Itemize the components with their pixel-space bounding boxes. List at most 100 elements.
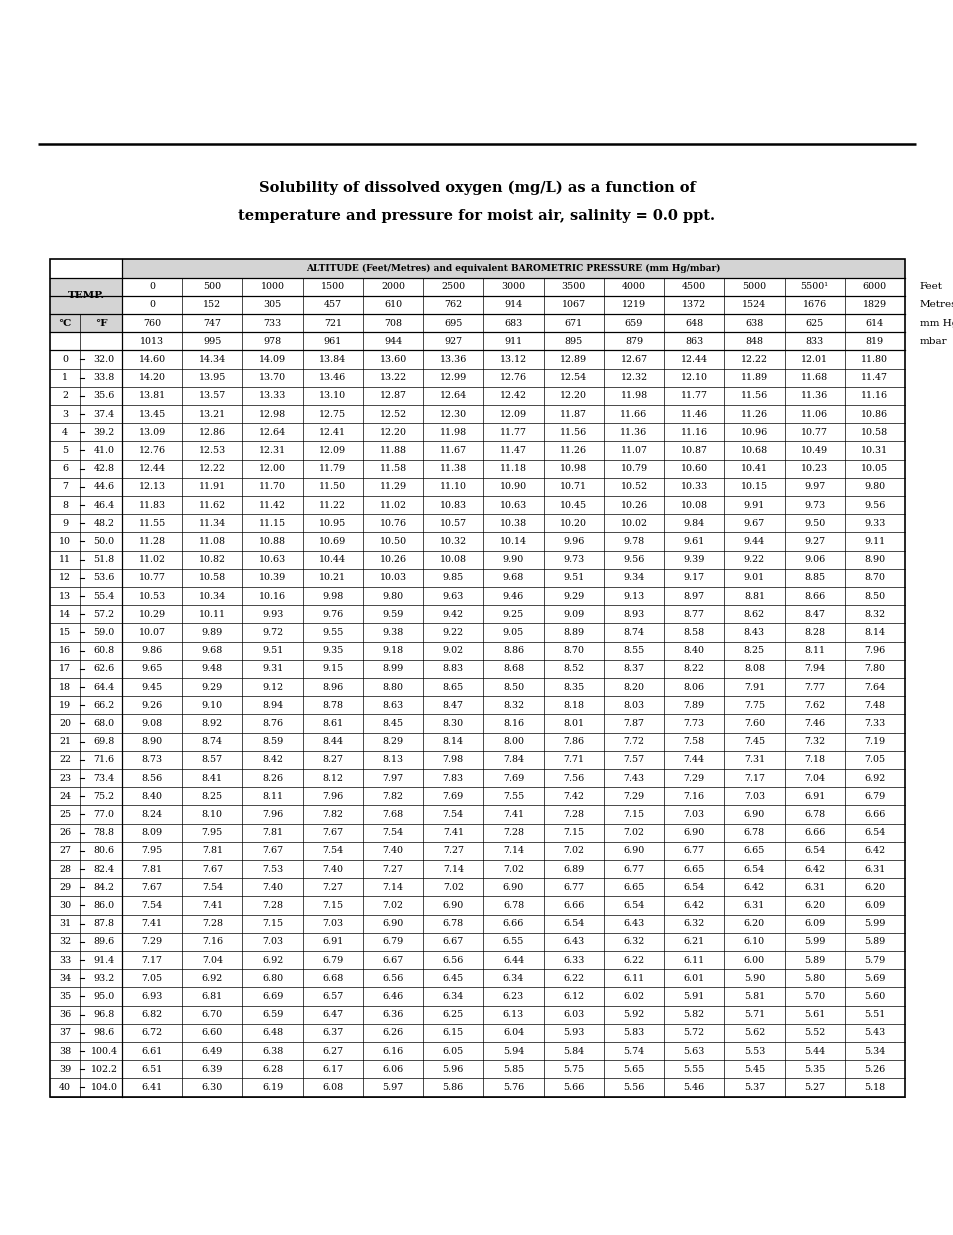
Text: 12.31: 12.31: [259, 446, 286, 454]
Text: 6.46: 6.46: [382, 992, 403, 1000]
Text: 0: 0: [62, 354, 68, 364]
Text: 6.54: 6.54: [743, 864, 764, 873]
Text: 10.20: 10.20: [559, 519, 587, 527]
Text: 7: 7: [62, 483, 68, 492]
Text: 8.97: 8.97: [683, 592, 704, 600]
Text: 961: 961: [323, 337, 341, 346]
Text: 11.02: 11.02: [138, 556, 166, 564]
Text: 10.58: 10.58: [861, 427, 887, 437]
Text: 6.49: 6.49: [201, 1046, 223, 1056]
Text: Metres: Metres: [919, 300, 953, 309]
Text: 638: 638: [744, 319, 762, 327]
Text: 33: 33: [59, 956, 71, 965]
Text: 96.8: 96.8: [93, 1010, 114, 1019]
Text: 5.70: 5.70: [803, 992, 824, 1000]
Text: 6.90: 6.90: [382, 919, 403, 929]
Text: 927: 927: [444, 337, 462, 346]
Text: 10.08: 10.08: [439, 556, 466, 564]
Text: 64.4: 64.4: [93, 683, 114, 692]
Text: 15: 15: [59, 627, 71, 637]
Text: 5.34: 5.34: [863, 1046, 884, 1056]
Text: 71.6: 71.6: [93, 756, 114, 764]
Text: 6.67: 6.67: [382, 956, 403, 965]
Text: 6.66: 6.66: [502, 919, 523, 929]
Text: 7.80: 7.80: [863, 664, 884, 673]
Text: 2500: 2500: [440, 282, 465, 291]
Text: 9.89: 9.89: [201, 627, 223, 637]
Text: 6.19: 6.19: [262, 1083, 283, 1092]
Text: 13.84: 13.84: [319, 354, 346, 364]
Text: 8.59: 8.59: [262, 737, 283, 746]
Text: 11.87: 11.87: [559, 410, 587, 419]
Text: 11.68: 11.68: [801, 373, 827, 382]
Text: 16: 16: [59, 646, 71, 655]
Text: 6.20: 6.20: [743, 919, 764, 929]
Text: 13.81: 13.81: [138, 391, 166, 400]
Text: 9.29: 9.29: [201, 683, 223, 692]
Text: 11.15: 11.15: [259, 519, 286, 527]
Text: 12.41: 12.41: [319, 427, 346, 437]
Text: 7.04: 7.04: [202, 956, 223, 965]
Text: 6.22: 6.22: [622, 956, 644, 965]
Text: 7.33: 7.33: [863, 719, 884, 727]
Text: 6.33: 6.33: [562, 956, 584, 965]
Text: TEMP.: TEMP.: [68, 291, 105, 300]
Text: 5.53: 5.53: [743, 1046, 764, 1056]
Text: 8.93: 8.93: [622, 610, 644, 619]
Text: 36: 36: [59, 1010, 71, 1019]
Text: 8.66: 8.66: [803, 592, 824, 600]
Text: 8.44: 8.44: [322, 737, 343, 746]
Text: 7.45: 7.45: [743, 737, 764, 746]
Text: 8.16: 8.16: [502, 719, 523, 727]
Text: 5.85: 5.85: [502, 1065, 523, 1073]
Text: 5.37: 5.37: [743, 1083, 764, 1092]
Text: 10.32: 10.32: [439, 537, 466, 546]
Text: 5.65: 5.65: [622, 1065, 644, 1073]
Text: temperature and pressure for moist air, salinity = 0.0 ppt.: temperature and pressure for moist air, …: [238, 209, 715, 224]
Text: 10.23: 10.23: [801, 464, 827, 473]
Text: 10.15: 10.15: [740, 483, 767, 492]
Text: 7.95: 7.95: [201, 829, 223, 837]
Text: 7.55: 7.55: [502, 792, 523, 800]
Text: 26: 26: [59, 829, 71, 837]
Text: 6.31: 6.31: [863, 864, 884, 873]
Text: 9: 9: [62, 519, 68, 527]
Text: 7.32: 7.32: [803, 737, 824, 746]
Text: 8.90: 8.90: [863, 556, 884, 564]
Text: 6.37: 6.37: [322, 1029, 343, 1037]
Text: 9.39: 9.39: [682, 556, 704, 564]
Text: 9.46: 9.46: [502, 592, 523, 600]
Text: 10.86: 10.86: [861, 410, 887, 419]
Text: 77.0: 77.0: [93, 810, 114, 819]
Text: 9.22: 9.22: [743, 556, 764, 564]
Text: 13.22: 13.22: [379, 373, 406, 382]
Text: 9.42: 9.42: [442, 610, 463, 619]
Text: 5.97: 5.97: [382, 1083, 403, 1092]
Text: 6.05: 6.05: [442, 1046, 463, 1056]
Text: 4000: 4000: [621, 282, 645, 291]
Text: 5.56: 5.56: [622, 1083, 644, 1092]
Text: 9.85: 9.85: [442, 573, 463, 583]
Text: 6.34: 6.34: [442, 992, 463, 1000]
Text: 895: 895: [564, 337, 582, 346]
Text: 9.17: 9.17: [683, 573, 704, 583]
Text: 10.71: 10.71: [559, 483, 587, 492]
Text: 42.8: 42.8: [93, 464, 114, 473]
Text: 7.14: 7.14: [382, 883, 403, 892]
Text: 39.2: 39.2: [93, 427, 114, 437]
Text: 7.03: 7.03: [743, 792, 764, 800]
Text: 9.26: 9.26: [141, 700, 163, 710]
Text: 12.44: 12.44: [680, 354, 707, 364]
Text: 760: 760: [143, 319, 161, 327]
Text: 8.24: 8.24: [141, 810, 162, 819]
Text: 11.16: 11.16: [861, 391, 887, 400]
Text: 5.45: 5.45: [743, 1065, 764, 1073]
Text: 9.65: 9.65: [141, 664, 163, 673]
Text: 9.91: 9.91: [743, 500, 764, 510]
Text: 35: 35: [59, 992, 71, 1000]
Text: 6.32: 6.32: [683, 919, 704, 929]
Text: 6.68: 6.68: [322, 973, 343, 983]
Text: 7.28: 7.28: [262, 902, 283, 910]
Text: 62.6: 62.6: [93, 664, 114, 673]
Text: 5.90: 5.90: [743, 973, 764, 983]
